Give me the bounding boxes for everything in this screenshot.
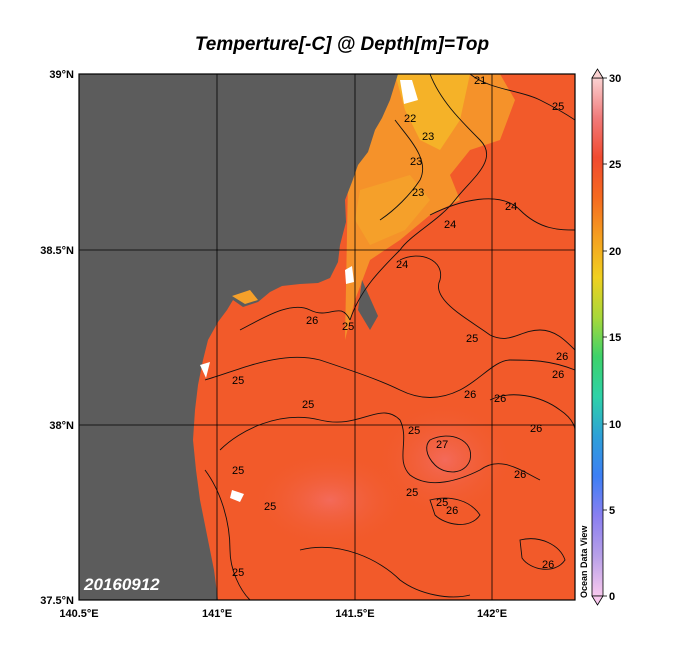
lat-tick-38: 38°N	[49, 420, 74, 432]
contour-label: 23	[422, 131, 434, 143]
contour-label: 23	[412, 187, 424, 199]
colorbar-bottom-arrow	[591, 595, 604, 606]
contour-label: 22	[404, 113, 416, 125]
colorbar-tick-25: 25	[609, 159, 621, 171]
colorbar-tick-20: 20	[609, 246, 621, 258]
missing-data-patch	[230, 490, 244, 502]
warm-water-patch	[375, 400, 515, 520]
lon-tick-141-5: 141.5°E	[335, 608, 374, 620]
missing-data-patch	[200, 362, 210, 378]
lat-tick-38-5: 38.5°N	[40, 245, 74, 257]
contour-label: 26	[552, 369, 564, 381]
colorbar-tick-10: 10	[609, 419, 621, 431]
contour-label: 24	[396, 259, 408, 271]
contour-label: 25	[264, 501, 276, 513]
contour-label: 26	[446, 505, 458, 517]
contour-label: 25	[466, 333, 478, 345]
lon-tick-141: 141°E	[202, 608, 232, 620]
contour-label: 26	[494, 393, 506, 405]
missing-data-patch	[345, 266, 354, 284]
colorbar-top-arrow	[591, 68, 604, 79]
contour-label: 26	[464, 389, 476, 401]
contour-label: 27	[436, 439, 448, 451]
contour-label: 25	[436, 497, 448, 509]
missing-data-patch	[400, 80, 418, 104]
contour-label: 25	[232, 567, 244, 579]
contour-label: 26	[514, 469, 526, 481]
colorbar-tick-15: 15	[609, 332, 621, 344]
lat-tick-37-5: 37.5°N	[40, 595, 74, 607]
land-mass	[79, 74, 398, 600]
contour-label: 26	[556, 351, 568, 363]
map-panel: 21 22 23 23 23 24 24 24 25 25 25 25 25 2…	[79, 74, 575, 600]
contour-label: 24	[444, 219, 456, 231]
contour-label: 25	[232, 375, 244, 387]
contour-label: 25	[552, 101, 564, 113]
cool-water-zone	[345, 74, 515, 340]
contour-label: 25	[342, 321, 354, 333]
contour-label: 25	[302, 399, 314, 411]
lon-tick-142: 142°E	[477, 608, 507, 620]
colorbar-tick-5: 5	[609, 505, 615, 517]
contour-label: 26	[306, 315, 318, 327]
colorbar: 30 25 20 15 10 5 0	[591, 68, 621, 606]
map-title: Temperture[-C] @ Depth[m]=Top	[194, 34, 490, 55]
contour-label: 23	[410, 156, 422, 168]
contour-lines	[204, 74, 575, 600]
colorbar-tick-0: 0	[609, 591, 615, 603]
warm-water-patch	[250, 450, 410, 550]
coastal-patch	[232, 290, 258, 304]
contour-label: 25	[406, 487, 418, 499]
lon-tick-140-5: 140.5°E	[59, 608, 98, 620]
colorbar-tick-30: 30	[609, 73, 621, 85]
contour-label: 25	[408, 425, 420, 437]
map-frame	[78, 73, 576, 601]
contour-label: 25	[232, 465, 244, 477]
contour-label: 26	[530, 423, 542, 435]
contour-label: 26	[542, 559, 554, 571]
lat-tick-39: 39°N	[49, 69, 74, 81]
date-stamp: 20160912	[83, 575, 160, 594]
contour-label: 21	[474, 75, 486, 87]
colorbar-gradient	[591, 77, 604, 597]
map-grid	[79, 74, 575, 600]
contour-label: 24	[505, 201, 517, 213]
ocean-data-view-watermark: Ocean Data View	[579, 525, 589, 598]
